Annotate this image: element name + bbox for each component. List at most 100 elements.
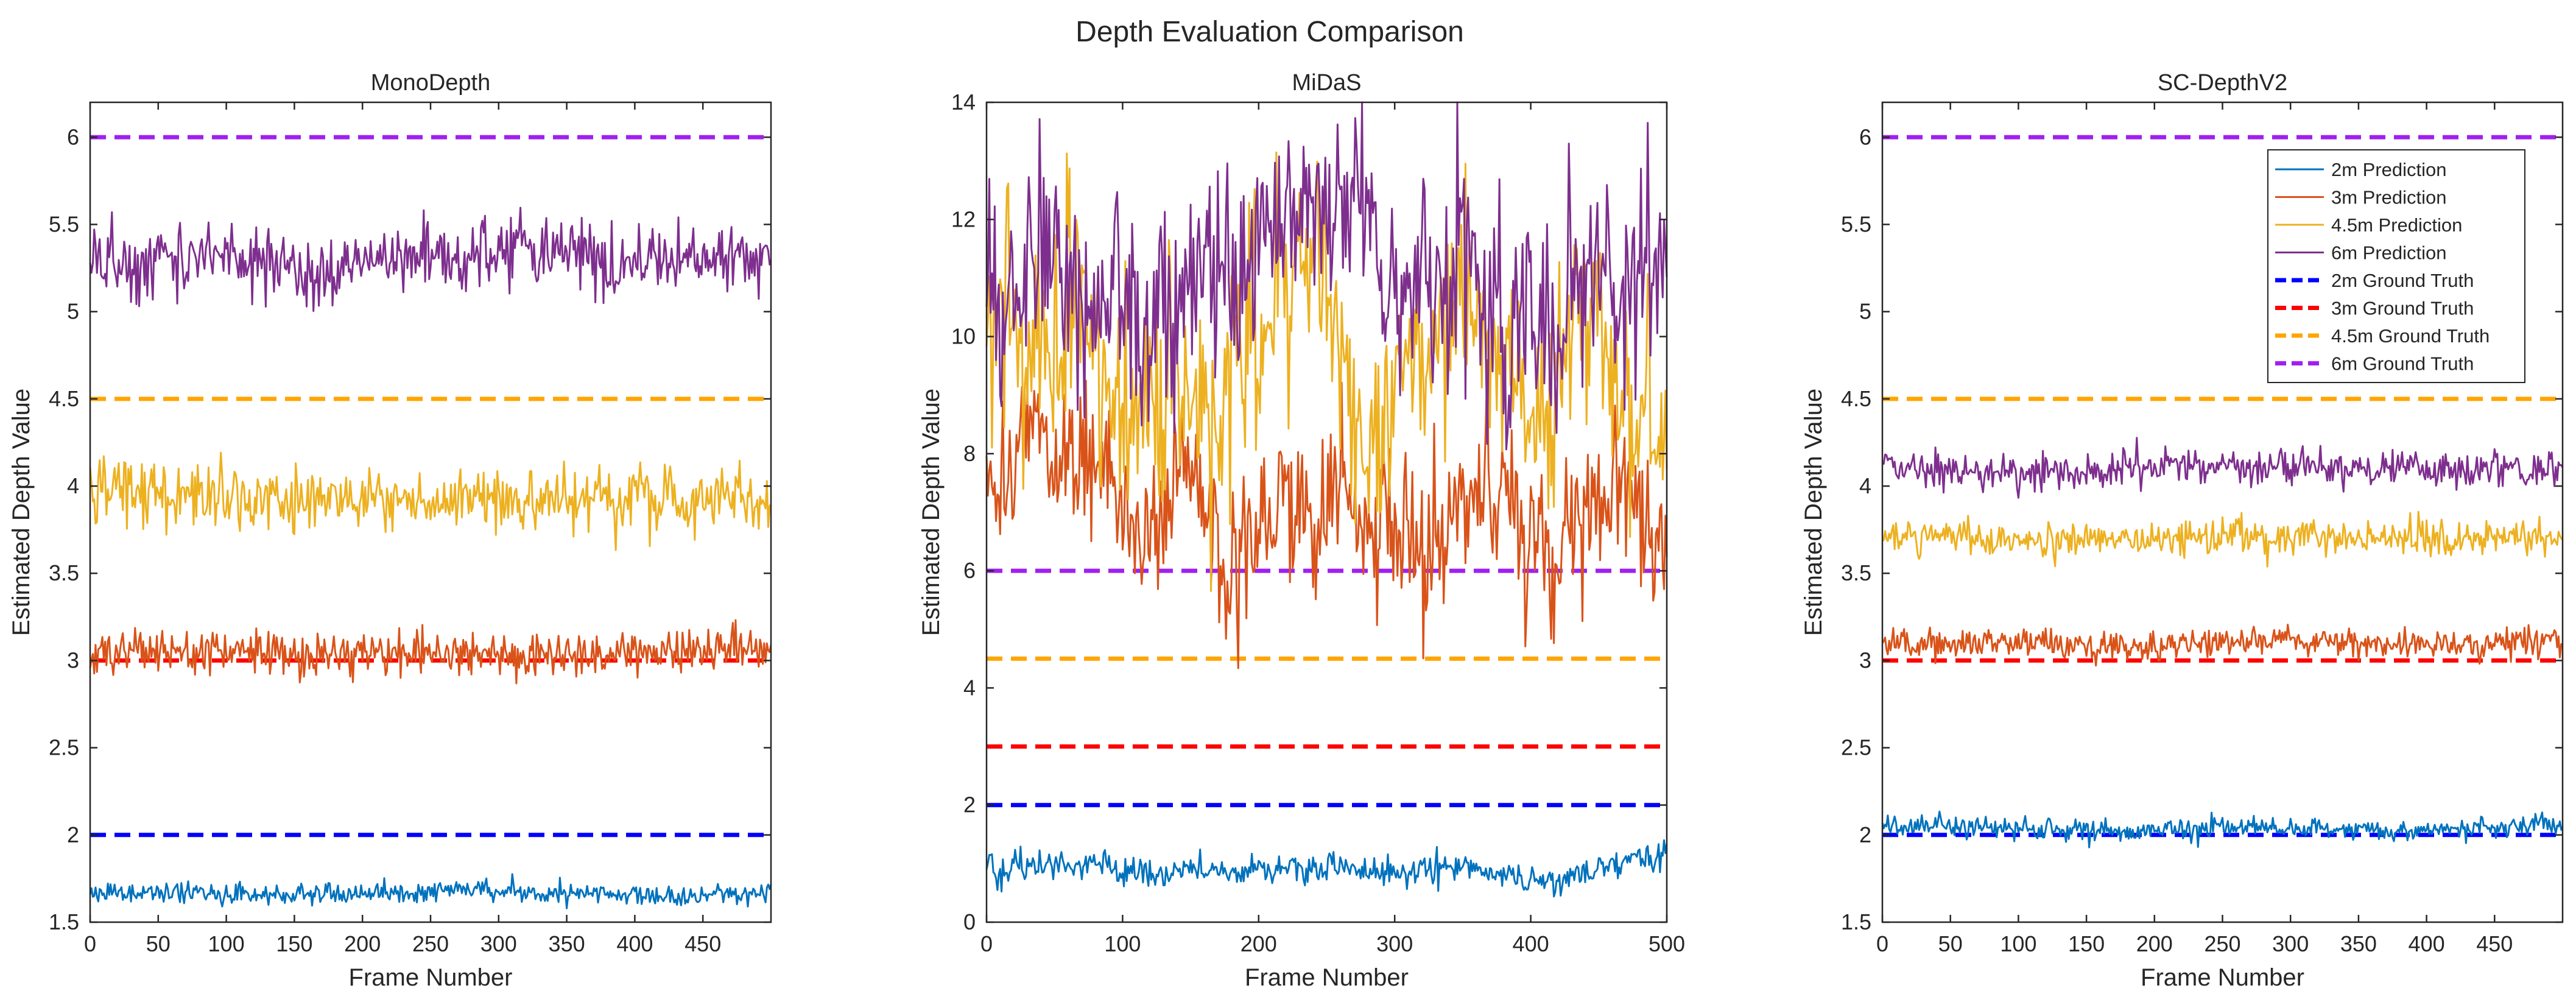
pred-line-6m (89, 206, 772, 312)
prediction-lines (89, 206, 772, 909)
legend-label: 6m Ground Truth (2331, 353, 2474, 375)
x-tick-label: 100 (2000, 931, 2036, 956)
x-axis-label: Frame Number (1245, 964, 1409, 991)
legend-entry-3m-ground-truth: 3m Ground Truth (2275, 298, 2474, 319)
pred-line-4-5m (89, 451, 772, 551)
y-tick-label: 5.5 (49, 211, 79, 236)
pred-line-4-5m (1882, 510, 2564, 568)
legend-label: 4.5m Prediction (2331, 214, 2462, 236)
x-tick-label: 200 (2136, 931, 2173, 956)
x-tick-label: 0 (980, 931, 993, 956)
y-tick-label: 8 (963, 441, 976, 466)
y-tick-label: 5 (1859, 299, 1871, 324)
y-tick-label: 12 (951, 206, 976, 231)
y-axis-label: Estimated Depth Value (1800, 389, 1827, 636)
panel-midas: 0 100 200 300 400 500 0 2 4 6 8 10 12 14 MiDaS Frame… (918, 70, 1685, 991)
x-tick-label: 100 (208, 931, 245, 956)
x-tick-label: 450 (684, 931, 721, 956)
y-tick-label: 4 (963, 675, 976, 700)
y-axis-label: Estimated Depth Value (8, 389, 35, 636)
x-tick-label: 450 (2476, 931, 2513, 956)
y-tick-label: 6 (67, 124, 79, 149)
pred-line-3m (985, 359, 1668, 669)
x-axis-ticks: 0 100 200 300 400 500 (980, 102, 1685, 956)
legend-entry-3m-prediction: 3m Prediction (2275, 187, 2447, 208)
x-tick-label: 300 (480, 931, 517, 956)
ground-truth-lines (1882, 135, 2563, 838)
y-tick-label: 2.5 (1841, 735, 1871, 760)
x-tick-label: 0 (84, 931, 96, 956)
y-tick-label: 2.5 (49, 735, 79, 760)
x-axis-ticks: 0 50 100 150 200 250 300 350 400 450 (84, 102, 721, 956)
y-tick-label: 5.5 (1841, 211, 1871, 236)
pred-line-3m (89, 619, 772, 685)
x-tick-label: 150 (2068, 931, 2105, 956)
y-tick-label: 3 (1859, 647, 1871, 672)
x-tick-label: 500 (1649, 931, 1685, 956)
x-tick-label: 350 (2340, 931, 2377, 956)
pred-line-2m (89, 873, 772, 909)
x-tick-label: 150 (276, 931, 312, 956)
legend-entry-4-5m-prediction: 4.5m Prediction (2275, 214, 2462, 236)
legend: 2m Prediction 3m Prediction 4.5m Predict… (2267, 149, 2525, 383)
y-axis-label: Estimated Depth Value (918, 389, 945, 636)
x-tick-label: 50 (146, 931, 171, 956)
x-tick-label: 50 (1938, 931, 1963, 956)
pred-line-2m (1881, 810, 2564, 848)
axes-box (985, 101, 1668, 923)
legend-label: 6m Prediction (2331, 242, 2447, 264)
y-tick-label: 10 (951, 324, 976, 349)
y-tick-label: 6 (1859, 124, 1871, 149)
y-tick-label: 4.5 (49, 386, 79, 411)
prediction-lines (985, 101, 1668, 898)
x-tick-label: 200 (344, 931, 381, 956)
x-tick-label: 100 (1104, 931, 1141, 956)
legend-label: 2m Prediction (2331, 159, 2447, 180)
x-axis-ticks: 0 50 100 150 200 250 300 350 400 450 (1876, 102, 2513, 956)
x-tick-label: 300 (2272, 931, 2309, 956)
x-tick-label: 200 (1240, 931, 1277, 956)
legend-entry-2m-ground-truth: 2m Ground Truth (2275, 270, 2474, 291)
pred-line-3m (1881, 624, 2564, 667)
y-axis-ticks: 1.5 2 2.5 3 3.5 4 4.5 5 5.5 6 (1841, 124, 2563, 934)
legend-entry-2m-prediction: 2m Prediction (2275, 159, 2447, 180)
panel-title: MiDaS (1292, 70, 1361, 96)
y-tick-label: 4.5 (1841, 386, 1871, 411)
prediction-lines (1881, 437, 2564, 848)
figure-title: Depth Evaluation Comparison (1075, 16, 1464, 48)
x-tick-label: 300 (1376, 931, 1413, 956)
ground-truth-lines (987, 568, 1667, 808)
x-tick-label: 250 (2204, 931, 2240, 956)
legend-box (2267, 149, 2525, 383)
y-tick-label: 3.5 (49, 560, 79, 585)
y-tick-label: 1.5 (1841, 909, 1871, 934)
pred-line-2m (985, 839, 1668, 898)
legend-label: 4.5m Ground Truth (2331, 325, 2490, 347)
x-tick-label: 350 (549, 931, 585, 956)
pred-line-6m (1882, 437, 2564, 499)
x-axis-label: Frame Number (2141, 964, 2304, 991)
x-tick-label: 400 (1513, 931, 1549, 956)
y-axis-ticks: 1.5 2 2.5 3 3.5 4 4.5 5 5.5 6 (49, 124, 771, 934)
panel-sc-depthv2: 0 50 100 150 200 250 300 350 400 450 1.5 2 2.5 3 3.5 4… (1800, 70, 2564, 991)
y-tick-label: 3.5 (1841, 560, 1871, 585)
y-tick-label: 4 (67, 473, 79, 498)
pred-line-6m (985, 101, 1668, 451)
legend-entry-6m-ground-truth: 6m Ground Truth (2275, 353, 2474, 375)
pred-line-4-5m (985, 151, 1668, 592)
y-tick-label: 2 (1859, 822, 1871, 847)
panel-title: MonoDepth (371, 70, 490, 96)
y-axis-ticks: 0 2 4 6 8 10 12 14 (951, 90, 1667, 934)
x-tick-label: 400 (616, 931, 653, 956)
y-tick-label: 5 (67, 299, 79, 324)
y-tick-label: 3 (67, 647, 79, 672)
y-tick-label: 14 (951, 90, 976, 115)
y-tick-label: 6 (963, 558, 976, 583)
panel-title: SC-DepthV2 (2158, 70, 2287, 96)
y-tick-label: 2 (963, 792, 976, 817)
y-tick-label: 1.5 (49, 909, 79, 934)
x-tick-label: 0 (1876, 931, 1888, 956)
y-tick-label: 4 (1859, 473, 1871, 498)
legend-label: 3m Ground Truth (2331, 298, 2474, 319)
